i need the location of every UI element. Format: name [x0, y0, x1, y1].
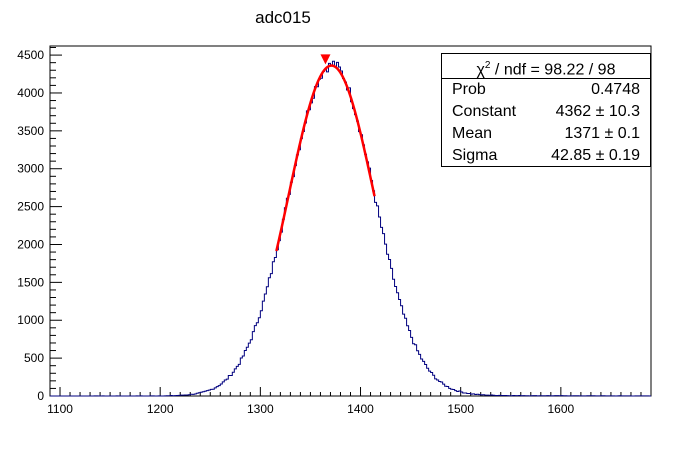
y-tick-label: 3500: [17, 124, 44, 138]
y-tick-label: 4000: [17, 86, 44, 100]
y-tick-label: 2500: [17, 200, 44, 214]
stats-label-sigma: Sigma: [452, 147, 498, 164]
x-tick-label: 1600: [547, 402, 574, 416]
y-tick-label: 1500: [17, 275, 44, 289]
y-tick-label: 1000: [17, 313, 44, 327]
stats-value-prob: 0.4748: [591, 81, 640, 98]
y-tick-label: 3000: [17, 162, 44, 176]
x-tick-label: 1400: [347, 402, 374, 416]
stats-label-prob: Prob: [452, 81, 486, 98]
x-tick-label: 1500: [447, 402, 474, 416]
x-tick-label: 1300: [247, 402, 274, 416]
stats-row-constant: Constant 4362 ± 10.3: [442, 101, 650, 123]
stats-value-sigma: 42.85 ± 0.19: [551, 147, 640, 164]
stats-header: χ2 / ndf = 98.22 / 98: [442, 54, 650, 79]
fit-curve: [275, 64, 376, 252]
y-tick-label: 4500: [17, 48, 44, 62]
stats-label-constant: Constant: [452, 103, 517, 120]
stats-box: χ2 / ndf = 98.22 / 98 Prob 0.4748 Consta…: [441, 53, 651, 167]
stats-value-mean: 1371 ± 0.1: [564, 125, 640, 142]
chart-title: adc015: [255, 8, 311, 27]
stats-label-mean: Mean: [452, 125, 493, 142]
peak-marker: [320, 54, 331, 65]
stats-chi-symbol: χ: [476, 61, 485, 79]
x-tick-label: 1100: [47, 402, 73, 416]
y-tick-label: 0: [37, 389, 44, 403]
stats-header-rest: / ndf = 98.22 / 98: [490, 61, 616, 79]
y-tick-label: 500: [24, 351, 44, 365]
stats-value-constant: 4362 ± 10.3: [555, 103, 640, 120]
stats-row-sigma: Sigma 42.85 ± 0.19: [442, 145, 650, 167]
stats-chi-exponent: 2: [484, 60, 491, 71]
x-tick-label: 1200: [147, 402, 174, 416]
y-tick-label: 2000: [17, 237, 44, 251]
stats-row-mean: Mean 1371 ± 0.1: [442, 123, 650, 145]
stats-row-prob: Prob 0.4748: [442, 79, 650, 101]
